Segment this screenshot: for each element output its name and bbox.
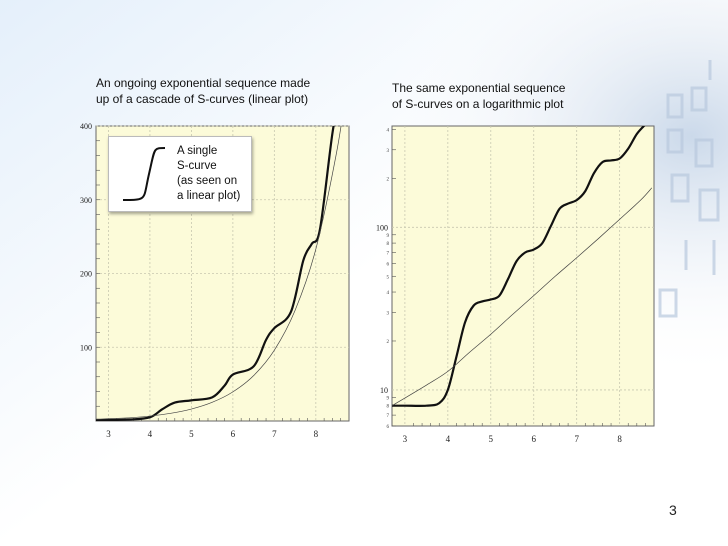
linear-exponential-trend-line <box>96 126 342 420</box>
linear-x-tick-label: 7 <box>272 429 277 439</box>
log-minor-tick-label: 4 <box>387 128 390 133</box>
log-x-tick-label: 6 <box>531 434 536 444</box>
log-minor-tick-label: 4 <box>387 291 390 296</box>
linear-y-tick-label: 100 <box>80 343 92 352</box>
right-chart-title: The same exponential sequence of S-curve… <box>392 81 566 111</box>
log-x-tick-label: 8 <box>617 434 622 444</box>
s-curve-icon <box>122 147 166 201</box>
linear-x-tick-label: 5 <box>189 429 194 439</box>
linear-y-tick-label: 400 <box>80 122 92 131</box>
linear-y-tick-label: 300 <box>80 196 92 205</box>
log-y-tick-label: 10 <box>380 386 388 395</box>
slide-number: 3 <box>669 502 677 518</box>
linear-x-tick-label: 6 <box>231 429 236 439</box>
log-x-tick-label: 7 <box>574 434 579 444</box>
log-minor-tick-label: 3 <box>387 311 390 316</box>
log-minor-tick-label: 8 <box>387 242 390 247</box>
log-minor-tick-label: 7 <box>387 414 390 419</box>
callout-text: A single S-curve (as seen on a linear pl… <box>177 145 241 202</box>
log-y-tick-label: 100 <box>376 223 388 232</box>
linear-x-tick-label: 4 <box>148 429 153 439</box>
log-x-tick-label: 4 <box>446 434 451 444</box>
log-minor-tick-label: 9 <box>387 396 390 401</box>
log-minor-tick-label: 6 <box>387 262 390 267</box>
linear-x-tick-label: 8 <box>314 429 319 439</box>
log-minor-tick-label: 5 <box>387 275 390 280</box>
log-x-tick-label: 3 <box>403 434 408 444</box>
linear-s-curve-cascade-line <box>96 126 335 421</box>
log-minor-tick-label: 6 <box>387 425 390 430</box>
binary-digits-decoration <box>658 60 720 318</box>
log-minor-tick-label: 2 <box>387 177 390 182</box>
log-minor-tick-label: 3 <box>387 149 390 154</box>
log-plot-area <box>391 125 655 427</box>
log-minor-tick-label: 9 <box>387 234 390 239</box>
log-minor-tick-label: 8 <box>387 405 390 410</box>
log-s-curve-cascade-line <box>392 126 646 407</box>
log-minor-tick-label: 7 <box>387 252 390 257</box>
linear-x-tick-label: 3 <box>106 429 111 439</box>
linear-y-tick-label: 200 <box>80 270 92 279</box>
log-minor-tick-label: 2 <box>387 340 390 345</box>
log-exponential-trend-line <box>392 187 653 406</box>
single-s-curve-callout: A single S-curve (as seen on a linear pl… <box>108 136 252 212</box>
left-chart-title: An ongoing exponential sequence made up … <box>96 76 311 106</box>
log-x-tick-label: 5 <box>489 434 494 444</box>
